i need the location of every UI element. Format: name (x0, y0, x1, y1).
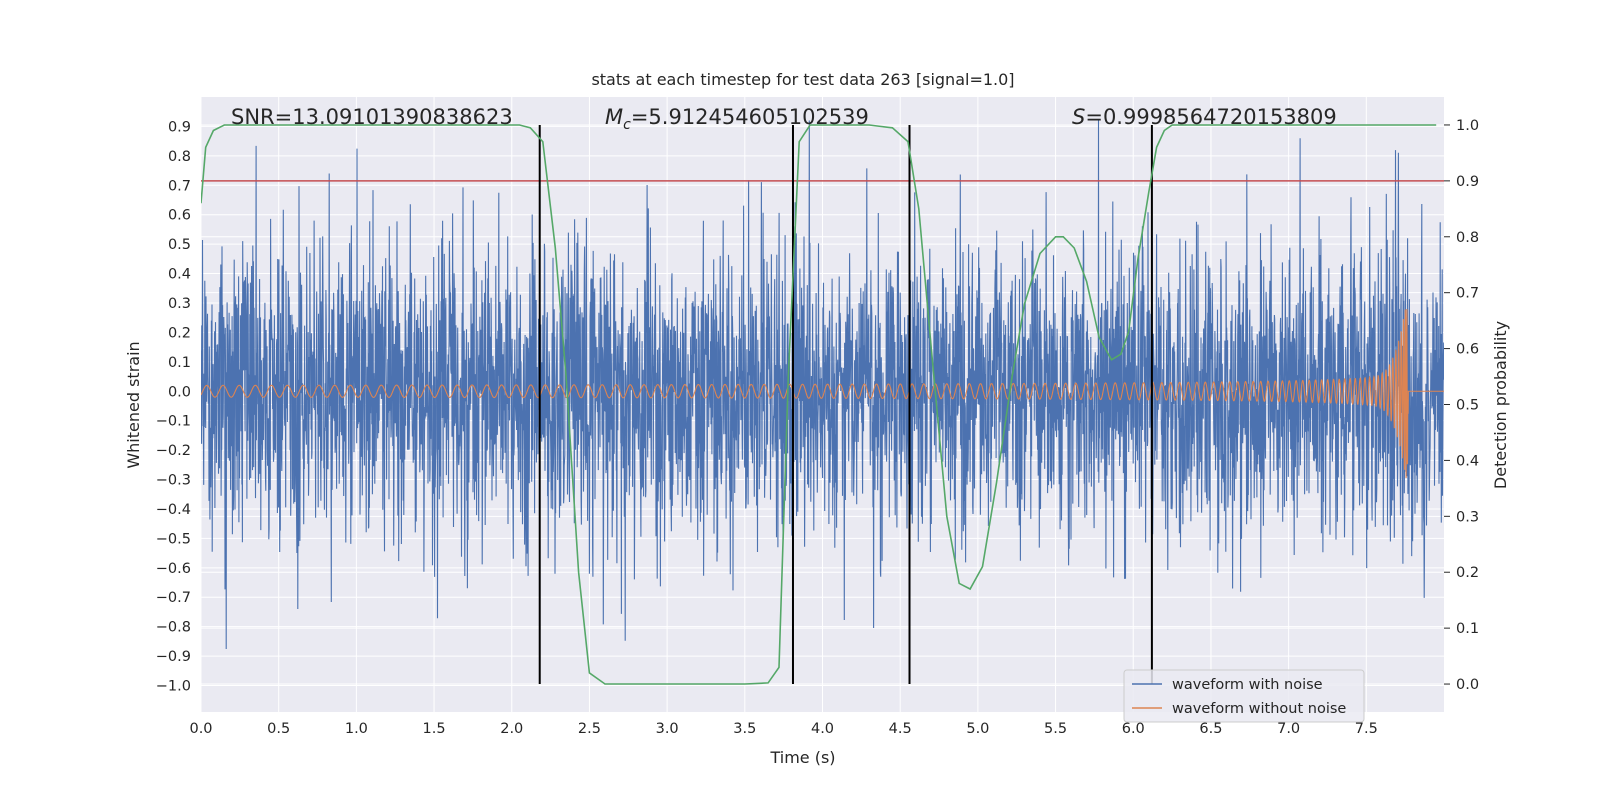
y-tick-label: 0.1 (168, 355, 191, 371)
y2-tick-label: 1.0 (1456, 118, 1479, 134)
snr-annotation: SNR=13.09101390838623 (231, 105, 513, 129)
statistic-symbol: S (1072, 105, 1085, 129)
statistic-annotation: S=0.9998564720153809 (1072, 105, 1337, 129)
x-tick-label: 0.5 (267, 721, 290, 737)
y2-tick-label: 0.6 (1456, 342, 1479, 358)
y-tick-label: 0.9 (168, 119, 191, 135)
legend-label-noisy: waveform with noise (1172, 677, 1323, 693)
legend-label-clean: waveform without noise (1172, 701, 1346, 717)
x-tick-label: 4.5 (889, 721, 912, 737)
chirp-mass-annotation: Mc=5.912454605102539 (605, 105, 869, 133)
x-axis-label: Time (s) (769, 748, 835, 767)
y2-tick-label: 0.5 (1456, 398, 1479, 414)
x-tick-label: 0.0 (189, 721, 212, 737)
series-detection-probability (201, 124, 1437, 685)
y-tick-label: 0.3 (168, 296, 191, 312)
x-tick-label: 6.5 (1199, 721, 1222, 737)
y-tick-label: 0.6 (168, 208, 191, 224)
x-tick-label: 6.0 (1122, 721, 1145, 737)
y-tick-label: 0.5 (168, 237, 191, 253)
y2-tick-label: 0.2 (1456, 565, 1479, 581)
y2-tick-label: 0.1 (1456, 621, 1479, 637)
y-tick-label: −0.8 (156, 620, 191, 636)
y-tick-label: −0.9 (156, 649, 191, 665)
x-axis-ticks: 0.0 0.5 1.0 1.5 2.0 2.5 3.0 3.5 4.0 4.5 5.0 5.5 6.0 6… (189, 721, 1377, 737)
y-tick-label: −1.0 (156, 679, 191, 695)
legend-box (1123, 669, 1365, 723)
y2-tick-label: 0.3 (1456, 509, 1479, 525)
series-waveform-with-noise (201, 120, 1444, 650)
chirp-mass-subscript: c (623, 117, 631, 133)
y-tick-label: −0.3 (156, 473, 191, 489)
y-axis-label: Whitened strain (124, 341, 143, 468)
y2-axis-label: Detection probability (1491, 321, 1510, 489)
y-tick-label: 0.7 (168, 178, 191, 194)
statistic-value: =0.9998564720153809 (1085, 105, 1336, 129)
y-tick-label: −0.1 (156, 414, 191, 430)
y2-axis-ticks: 1.0 0.9 0.8 0.7 0.6 0.5 0.4 0.3 0.2 0.1 0.0 (1444, 118, 1479, 693)
chirp-mass-value: =5.912454605102539 (631, 105, 869, 129)
y-tick-label: −0.2 (156, 443, 191, 459)
y-tick-label: −0.5 (156, 531, 191, 547)
x-tick-label: 2.0 (500, 721, 523, 737)
x-tick-label: 4.0 (811, 721, 834, 737)
y-tick-label: −0.6 (156, 561, 191, 577)
chirp-mass-symbol: M (605, 105, 623, 129)
chart-title: stats at each timestep for test data 263… (591, 70, 1014, 89)
plot-content (201, 120, 1444, 685)
y2-tick-label: 0.0 (1456, 677, 1479, 693)
x-tick-label: 3.5 (733, 721, 756, 737)
y2-tick-label: 0.4 (1456, 453, 1479, 469)
series-waveform-without-noise (201, 308, 1444, 479)
y-tick-label: 0.8 (168, 149, 191, 165)
y-tick-label: −0.7 (156, 590, 191, 606)
x-tick-label: 5.0 (966, 721, 989, 737)
x-tick-label: 1.0 (345, 721, 368, 737)
y-tick-label: 0.2 (168, 325, 191, 341)
y-tick-label: 0.0 (168, 384, 191, 400)
y2-tick-label: 0.8 (1456, 230, 1479, 246)
legend: waveform with noise waveform without noi… (1123, 669, 1365, 723)
y2-tick-label: 0.7 (1456, 286, 1479, 302)
vertical-markers (538, 124, 1153, 685)
x-tick-label: 7.5 (1355, 721, 1378, 737)
y-tick-label: −0.4 (156, 502, 191, 518)
x-tick-label: 7.0 (1277, 721, 1300, 737)
x-tick-label: 1.5 (423, 721, 446, 737)
y-axis-ticks: 0.9 0.8 0.7 0.6 0.5 0.4 0.3 0.2 0.1 0.0 −0.1 −0.2 −0… (156, 119, 191, 694)
y-tick-label: 0.4 (168, 267, 191, 283)
x-tick-label: 3.0 (656, 721, 679, 737)
x-tick-label: 2.5 (578, 721, 601, 737)
x-tick-label: 5.5 (1044, 721, 1067, 737)
y2-tick-label: 0.9 (1456, 174, 1479, 190)
